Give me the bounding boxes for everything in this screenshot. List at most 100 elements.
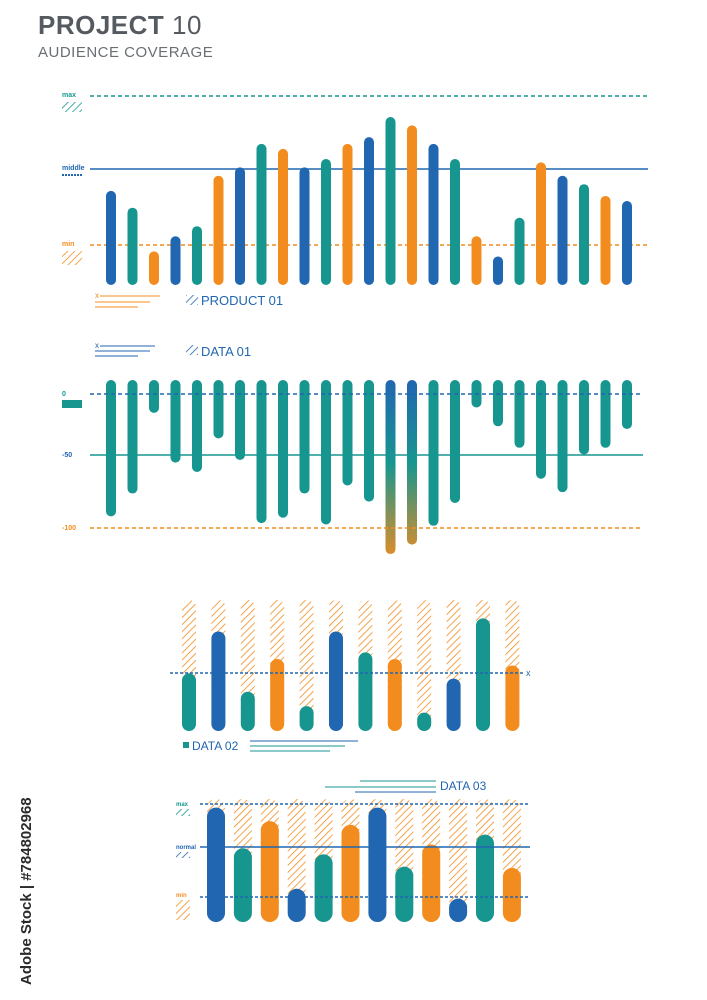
chart3-bar [417, 712, 432, 731]
chart1-bar [514, 217, 525, 285]
chart2-bar [321, 380, 331, 525]
chart1-level-middle: middle [62, 165, 85, 172]
chart1-legend-swatch [186, 295, 198, 305]
chart2-legend-swatch [186, 345, 198, 355]
chart4-min-swatch [176, 900, 190, 920]
chart1-bar [579, 184, 589, 285]
chart2-bar [493, 380, 503, 427]
watermark-text: Adobe Stock | #784802968 [18, 797, 35, 985]
chart4-bar [449, 898, 468, 922]
chart3-bar-track [417, 600, 432, 731]
chart2-bar [536, 380, 546, 479]
chart1-bar [364, 137, 374, 285]
chart2-bar [407, 380, 417, 545]
chart2-axis-100: -100 [62, 525, 76, 532]
chart1-legend-mark: x [95, 291, 99, 300]
chart2-bar [213, 380, 224, 439]
chart2-bar [450, 380, 460, 503]
chart2-axis-50: -50 [62, 452, 72, 459]
chart1-bar [106, 190, 116, 285]
chart4-bar [314, 854, 333, 922]
chart4-level-max: max [176, 802, 189, 808]
chart4-bar [207, 807, 225, 922]
chart3-bar-track [299, 600, 314, 731]
chart2-bar [278, 380, 288, 518]
chart4-bar [422, 844, 441, 922]
chart3-bar [358, 652, 373, 731]
chart4-bar-track [449, 799, 468, 922]
chart2-bar [192, 380, 202, 473]
chart2-bar [170, 380, 181, 463]
chart2-zero-swatch [62, 400, 82, 408]
chart2-bar [428, 380, 439, 526]
chart1-level-max: max [62, 92, 76, 99]
chart1-level-min: min [62, 241, 74, 248]
chart1-bar [493, 256, 503, 285]
title-bold: PROJECT [38, 10, 165, 40]
chart4-level-normal: normal [176, 845, 196, 851]
chart1-bar [256, 143, 267, 285]
chart2-bar [514, 380, 525, 448]
chart4-bar [395, 866, 414, 922]
chart1-bar [192, 226, 202, 285]
chart1-bar [170, 236, 181, 285]
chart1-bar [536, 162, 546, 285]
chart2-bar [256, 380, 267, 524]
chart2-bar [235, 380, 245, 460]
chart2-bar [600, 380, 611, 448]
chart3-legend-swatch [183, 742, 189, 748]
chart2-bar [127, 380, 138, 494]
chart3-label: DATA 02 [192, 739, 239, 753]
chart1-bar [278, 148, 288, 285]
chart1-bar [600, 195, 611, 285]
chart2-bar [385, 380, 396, 555]
stock-watermark: Adobe Stock | #784802968 [18, 797, 35, 985]
chart2-bar [299, 380, 310, 494]
chart4-label: DATA 03 [440, 779, 487, 793]
chart1-bar [342, 143, 353, 285]
chart1-bar [557, 175, 568, 285]
chart4-normal-swatch [176, 852, 190, 858]
chart3-target-marker: x [526, 668, 531, 678]
chart4-bar [476, 834, 494, 922]
chart2-bar [557, 380, 568, 493]
chart1-max-swatch [62, 102, 82, 112]
title-number: 10 [172, 10, 202, 40]
chart2-bar [149, 380, 159, 413]
chart1-bar [385, 117, 396, 285]
chart1-label: PRODUCT 01 [201, 293, 283, 308]
chart3-bar [329, 631, 343, 731]
chart4-bar [260, 821, 279, 922]
chart1-bar [299, 167, 310, 285]
chart2-bar [364, 380, 374, 502]
chart1-bar [321, 159, 331, 285]
chart1-bar [213, 175, 224, 285]
chart4-bar [287, 888, 306, 922]
chart3-bar [240, 691, 255, 731]
chart3-bar [476, 618, 490, 731]
chart4-bar [341, 824, 360, 922]
chart3-bar [387, 658, 402, 731]
chart1-bar [235, 167, 245, 285]
chart4-level-min: min [176, 893, 187, 899]
chart3-bar [182, 673, 196, 731]
chart4-bar [368, 807, 387, 922]
chart1-bar [471, 236, 482, 285]
chart1-bar [428, 143, 439, 285]
chart4-bar [233, 848, 252, 922]
chart4-bar [502, 867, 521, 922]
chart1-min-swatch [62, 251, 82, 265]
chart2-bar [579, 380, 589, 455]
chart3-bar [270, 658, 285, 731]
chart2-axis-0: 0 [62, 391, 66, 398]
chart1-bar [149, 251, 159, 285]
chart2-label: DATA 01 [201, 344, 251, 359]
chart2-bar [622, 380, 632, 429]
page-subtitle: AUDIENCE COVERAGE [38, 44, 214, 61]
chart4-max-swatch [176, 809, 190, 816]
chart3-bar [299, 706, 314, 731]
chart3-bar [446, 678, 461, 731]
chart3-bar [211, 631, 226, 731]
chart1-bar [622, 201, 632, 285]
chart2-bar [342, 380, 353, 486]
